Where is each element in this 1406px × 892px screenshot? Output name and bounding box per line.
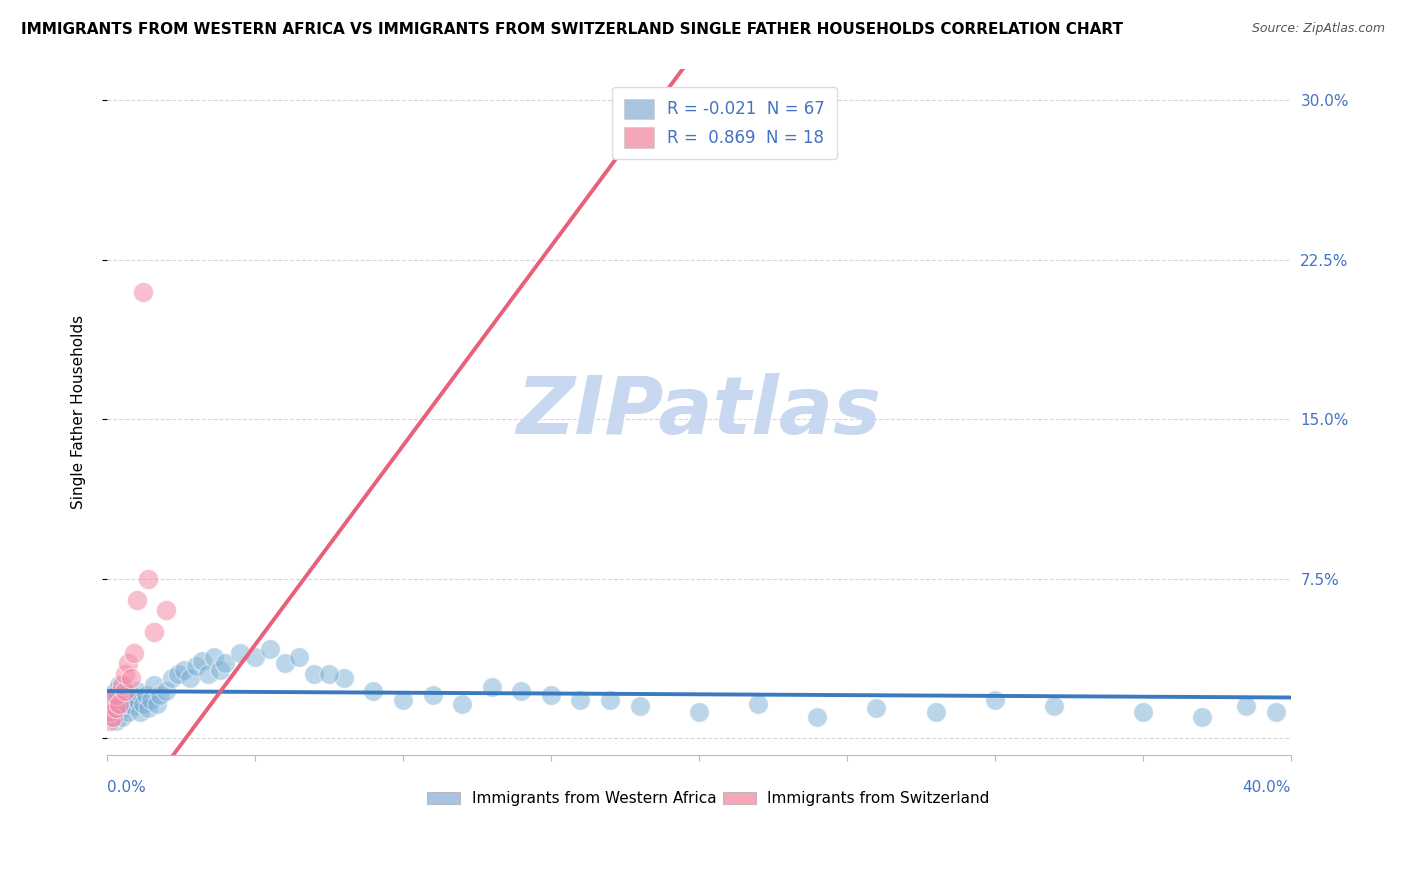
Point xyxy=(138,701,160,715)
Point xyxy=(125,692,148,706)
Point xyxy=(229,646,252,660)
Point xyxy=(155,603,177,617)
Point xyxy=(451,697,474,711)
Point xyxy=(104,714,127,728)
Point xyxy=(143,624,166,639)
Point xyxy=(111,678,134,692)
Point xyxy=(108,678,131,692)
Point xyxy=(273,657,295,671)
Text: ZIPatlas: ZIPatlas xyxy=(516,373,882,450)
Point xyxy=(101,709,124,723)
Point xyxy=(806,709,828,723)
Text: Immigrants from Switzerland: Immigrants from Switzerland xyxy=(768,790,990,805)
Point xyxy=(184,658,207,673)
Point xyxy=(125,592,148,607)
Legend: R = -0.021  N = 67, R =  0.869  N = 18: R = -0.021 N = 67, R = 0.869 N = 18 xyxy=(613,87,837,160)
Point xyxy=(333,672,356,686)
Point xyxy=(318,667,340,681)
Point xyxy=(569,692,592,706)
Point xyxy=(214,657,236,671)
Point xyxy=(101,692,124,706)
Point xyxy=(540,689,562,703)
Point xyxy=(114,684,136,698)
Point xyxy=(98,689,121,703)
Point xyxy=(160,672,183,686)
Point xyxy=(120,672,142,686)
Point xyxy=(149,689,172,703)
Point xyxy=(143,678,166,692)
Text: Immigrants from Western Africa: Immigrants from Western Africa xyxy=(471,790,716,805)
Point xyxy=(628,698,651,713)
Point xyxy=(747,697,769,711)
Text: Source: ZipAtlas.com: Source: ZipAtlas.com xyxy=(1251,22,1385,36)
FancyBboxPatch shape xyxy=(426,792,460,805)
Point xyxy=(259,641,281,656)
Point xyxy=(422,689,444,703)
Point xyxy=(155,684,177,698)
Point xyxy=(243,650,266,665)
Point xyxy=(117,706,139,720)
Point xyxy=(114,701,136,715)
Point xyxy=(865,701,887,715)
Point xyxy=(510,684,533,698)
Point xyxy=(120,689,142,703)
Point xyxy=(392,692,415,706)
Point xyxy=(104,701,127,715)
Point xyxy=(138,572,160,586)
Point xyxy=(117,697,139,711)
Text: IMMIGRANTS FROM WESTERN AFRICA VS IMMIGRANTS FROM SWITZERLAND SINGLE FATHER HOUS: IMMIGRANTS FROM WESTERN AFRICA VS IMMIGR… xyxy=(21,22,1123,37)
Point xyxy=(481,680,503,694)
Point xyxy=(1043,698,1066,713)
Point xyxy=(141,692,163,706)
Point xyxy=(111,709,134,723)
Point xyxy=(208,663,231,677)
Point xyxy=(114,689,136,703)
Point xyxy=(302,667,325,681)
Point xyxy=(288,650,311,665)
Point xyxy=(167,667,190,681)
Point xyxy=(114,667,136,681)
Point xyxy=(104,689,127,703)
Point xyxy=(101,709,124,723)
Point xyxy=(1191,709,1213,723)
Point xyxy=(924,706,946,720)
Point xyxy=(98,698,121,713)
Point xyxy=(179,672,201,686)
Text: 0.0%: 0.0% xyxy=(107,780,146,796)
Point xyxy=(101,692,124,706)
Point xyxy=(131,697,153,711)
Point xyxy=(599,692,621,706)
Point xyxy=(122,698,145,713)
Point xyxy=(1264,706,1286,720)
Point xyxy=(146,697,169,711)
Point xyxy=(108,697,131,711)
Point xyxy=(117,657,139,671)
Point xyxy=(363,684,385,698)
Y-axis label: Single Father Households: Single Father Households xyxy=(72,315,86,508)
Point xyxy=(190,654,212,668)
Point xyxy=(111,692,134,706)
FancyBboxPatch shape xyxy=(723,792,755,805)
Point xyxy=(98,714,121,728)
Point xyxy=(202,650,225,665)
Point xyxy=(104,684,127,698)
Point xyxy=(104,706,127,720)
Point xyxy=(125,684,148,698)
Point xyxy=(1234,698,1257,713)
Point xyxy=(1132,706,1154,720)
Point xyxy=(197,667,219,681)
Point xyxy=(688,706,710,720)
Point xyxy=(135,689,157,703)
Text: 40.0%: 40.0% xyxy=(1243,780,1291,796)
Point xyxy=(122,646,145,660)
Point xyxy=(108,697,131,711)
Point xyxy=(98,706,121,720)
Point xyxy=(128,706,150,720)
Point xyxy=(173,663,195,677)
Point xyxy=(983,692,1005,706)
Point xyxy=(131,285,153,299)
